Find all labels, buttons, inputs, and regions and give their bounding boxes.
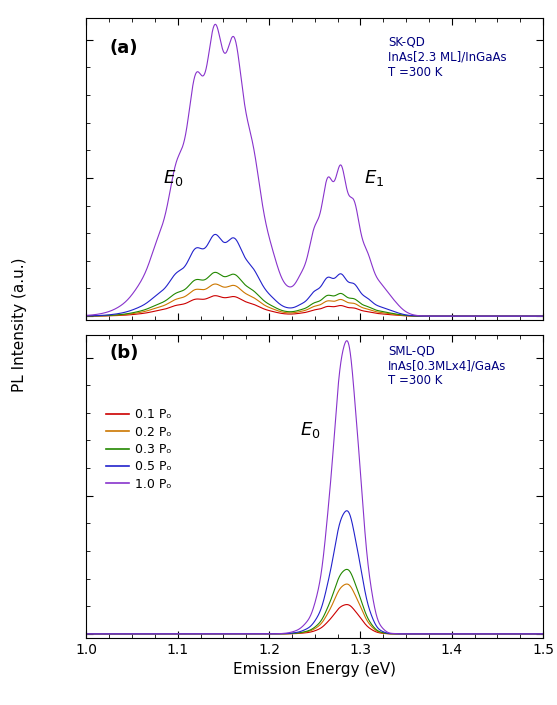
Text: SK-QD
InAs[2.3 ML]/InGaAs
T =300 K: SK-QD InAs[2.3 ML]/InGaAs T =300 K [388,36,506,79]
Legend: 0.1 Pₒ, 0.2 Pₒ, 0.3 Pₒ, 0.5 Pₒ, 1.0 Pₒ: 0.1 Pₒ, 0.2 Pₒ, 0.3 Pₒ, 0.5 Pₒ, 1.0 Pₒ [106,408,172,491]
Text: SML-QD
InAs[0.3MLx4]/GaAs
T =300 K: SML-QD InAs[0.3MLx4]/GaAs T =300 K [388,345,506,388]
Text: $E_0$: $E_0$ [163,168,183,188]
Text: PL Intensity (a.u.): PL Intensity (a.u.) [12,257,27,391]
X-axis label: Emission Energy (eV): Emission Energy (eV) [233,663,396,678]
Text: (a): (a) [109,39,138,57]
Text: (b): (b) [109,345,139,362]
Text: $E_0$: $E_0$ [300,420,320,440]
Text: $E_1$: $E_1$ [364,168,384,188]
